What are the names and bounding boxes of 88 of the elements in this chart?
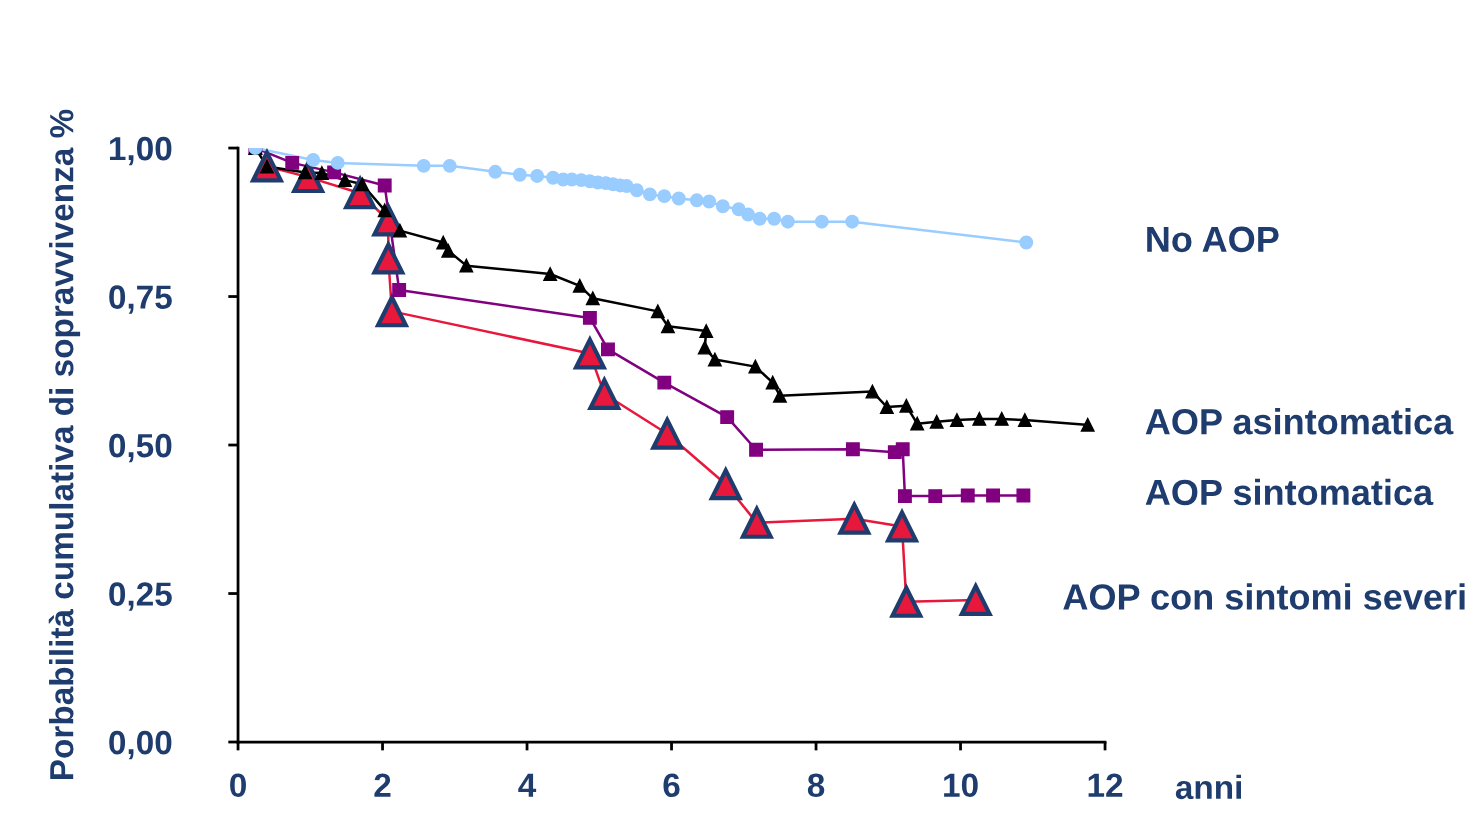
point xyxy=(720,410,735,425)
point xyxy=(845,442,860,457)
point xyxy=(1019,235,1034,250)
point xyxy=(671,191,686,206)
point xyxy=(572,278,587,293)
point xyxy=(285,155,300,170)
text: AOP sintomatica xyxy=(1145,478,1434,506)
point xyxy=(879,400,894,414)
point xyxy=(488,164,503,179)
point xyxy=(752,211,767,226)
point xyxy=(530,169,545,183)
point xyxy=(702,194,717,209)
point xyxy=(1016,488,1031,503)
point xyxy=(660,319,675,334)
point xyxy=(689,193,704,208)
point xyxy=(587,375,622,410)
point xyxy=(371,240,406,275)
point xyxy=(865,384,880,399)
point xyxy=(707,352,722,367)
point xyxy=(715,199,730,214)
point xyxy=(572,335,607,370)
point xyxy=(416,158,431,173)
point xyxy=(629,183,644,198)
point xyxy=(392,283,407,297)
point xyxy=(459,258,474,273)
point xyxy=(582,310,597,325)
point xyxy=(330,155,345,170)
point xyxy=(929,414,944,429)
point xyxy=(780,214,795,229)
point xyxy=(1080,417,1095,432)
point xyxy=(314,166,329,180)
point xyxy=(986,488,1001,503)
point xyxy=(1017,413,1032,428)
x-tick-label: 0 xyxy=(230,773,246,798)
point xyxy=(697,340,712,355)
y-tick-label: 0,50 xyxy=(109,433,172,463)
point xyxy=(338,173,352,188)
point xyxy=(601,342,615,357)
point xyxy=(994,411,1009,426)
point xyxy=(442,158,457,173)
point xyxy=(765,375,780,390)
x-tick-label: 6 xyxy=(663,773,680,798)
point xyxy=(699,324,714,338)
y-tick-label: 0,25 xyxy=(109,582,172,611)
point xyxy=(657,375,672,390)
point xyxy=(889,583,924,618)
point xyxy=(767,211,782,226)
point xyxy=(741,207,756,222)
point xyxy=(377,203,392,218)
point xyxy=(306,152,321,167)
x-tick-label: 2 xyxy=(374,773,391,797)
point xyxy=(897,489,912,504)
y-tick-label: 0,00 xyxy=(109,730,172,760)
point xyxy=(543,267,558,281)
point xyxy=(837,500,872,535)
text: AOP con sintomi severi xyxy=(1063,583,1465,610)
point xyxy=(972,411,987,426)
point xyxy=(739,504,774,539)
x-tick-label: 10 xyxy=(944,773,978,798)
point xyxy=(748,359,763,374)
y-axis-title: Porbabilità cumulativa di sopravvivenza % xyxy=(48,109,81,779)
point xyxy=(650,415,685,450)
point xyxy=(657,189,672,204)
x-tick-label: 12 xyxy=(1088,773,1123,797)
point xyxy=(899,398,914,413)
point xyxy=(642,187,657,202)
point xyxy=(749,442,764,457)
point xyxy=(392,223,407,238)
point xyxy=(960,488,975,503)
point xyxy=(377,178,392,193)
point xyxy=(895,442,910,457)
point xyxy=(928,489,943,504)
point xyxy=(650,304,665,319)
point xyxy=(910,416,925,431)
y-tick-label: 1,00 xyxy=(109,136,172,166)
point xyxy=(585,291,600,306)
point xyxy=(512,167,527,182)
point xyxy=(772,388,787,403)
x-tick-label: 8 xyxy=(807,773,825,798)
point xyxy=(949,413,964,428)
x-tick-label: 4 xyxy=(518,773,537,797)
text: No AOP xyxy=(1147,226,1279,253)
series-label: AOP asintomatica xyxy=(1145,408,1454,435)
y-tick-label: 0,75 xyxy=(109,285,172,314)
x-axis-title: anni xyxy=(1175,774,1241,800)
point xyxy=(814,214,829,229)
point xyxy=(441,243,456,258)
point xyxy=(845,214,860,229)
